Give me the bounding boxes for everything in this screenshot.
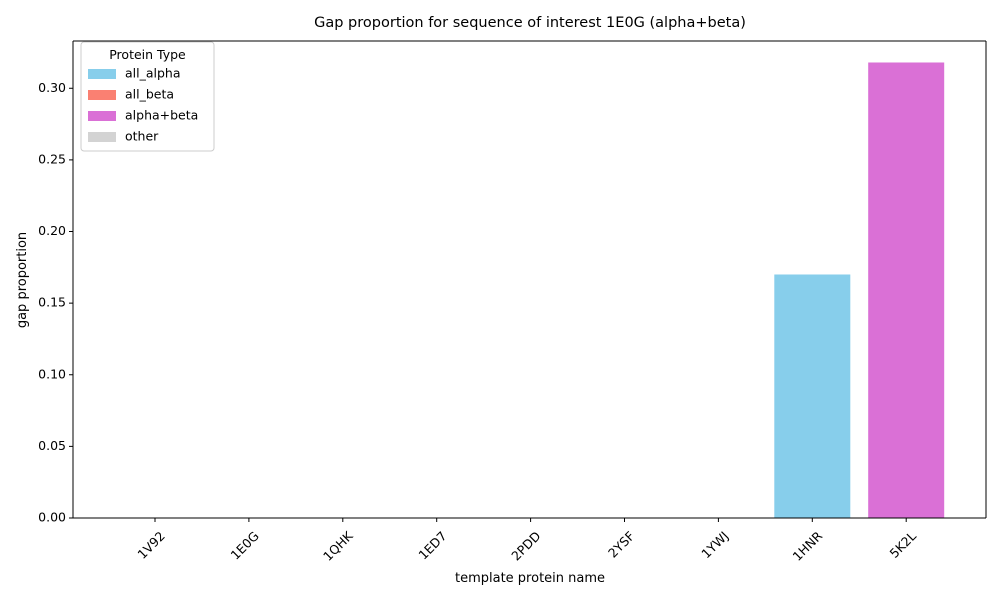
x-tick-label: 1QHK xyxy=(320,528,356,564)
y-tick-label: 0.20 xyxy=(38,223,66,238)
bars-group xyxy=(774,62,945,519)
x-tick-label: 1V92 xyxy=(134,528,168,562)
bar-1HNR xyxy=(774,274,851,518)
y-tick-label: 0.30 xyxy=(38,80,66,95)
chart-title: Gap proportion for sequence of interest … xyxy=(314,15,746,31)
x-tick-label: 1YWJ xyxy=(698,528,731,561)
x-tick-label: 1E0G xyxy=(228,528,262,562)
x-tick-label: 1HNR xyxy=(790,528,826,564)
axes-group xyxy=(72,40,987,519)
bar-5K2L xyxy=(868,62,945,519)
legend-label-all_beta: all_beta xyxy=(125,87,174,102)
x-tick-label: 5K2L xyxy=(887,528,920,561)
legend-swatch-all_beta xyxy=(88,90,116,100)
y-tick-label: 0.00 xyxy=(38,510,66,525)
legend-swatch-other xyxy=(88,132,116,142)
y-axis-label: gap proportion xyxy=(15,232,30,328)
legend-label-other: other xyxy=(125,129,159,144)
y-tick-label: 0.15 xyxy=(38,295,66,310)
x-axis-label: template protein name xyxy=(455,571,605,586)
legend-title: Protein Type xyxy=(109,47,186,62)
legend-swatch-alpha+beta xyxy=(88,111,116,121)
legend-label-all_alpha: all_alpha xyxy=(125,66,181,81)
y-tick-label: 0.25 xyxy=(38,151,66,166)
x-tick-label: 1ED7 xyxy=(415,528,449,562)
y-ticks-group: 0.00 0.05 0.10 0.15 0.20 0.25 0.30 xyxy=(38,80,73,525)
legend: Protein Type all_alpha all_beta alpha+beta… xyxy=(80,41,215,152)
x-tick-label: 2YSF xyxy=(605,528,637,560)
y-tick-label: 0.10 xyxy=(38,366,66,381)
legend-entries: all_alpha all_beta alpha+beta other xyxy=(88,66,198,144)
legend-label-alpha+beta: alpha+beta xyxy=(125,108,198,123)
legend-swatch-all_alpha xyxy=(88,69,116,79)
x-tick-label: 2PDD xyxy=(508,528,543,563)
x-ticks-group: 1V92 1E0G 1QHK 1ED7 2PDD 2YSF 1YWJ 1HNR 5K2L xyxy=(134,518,919,564)
y-tick-label: 0.05 xyxy=(38,438,66,453)
